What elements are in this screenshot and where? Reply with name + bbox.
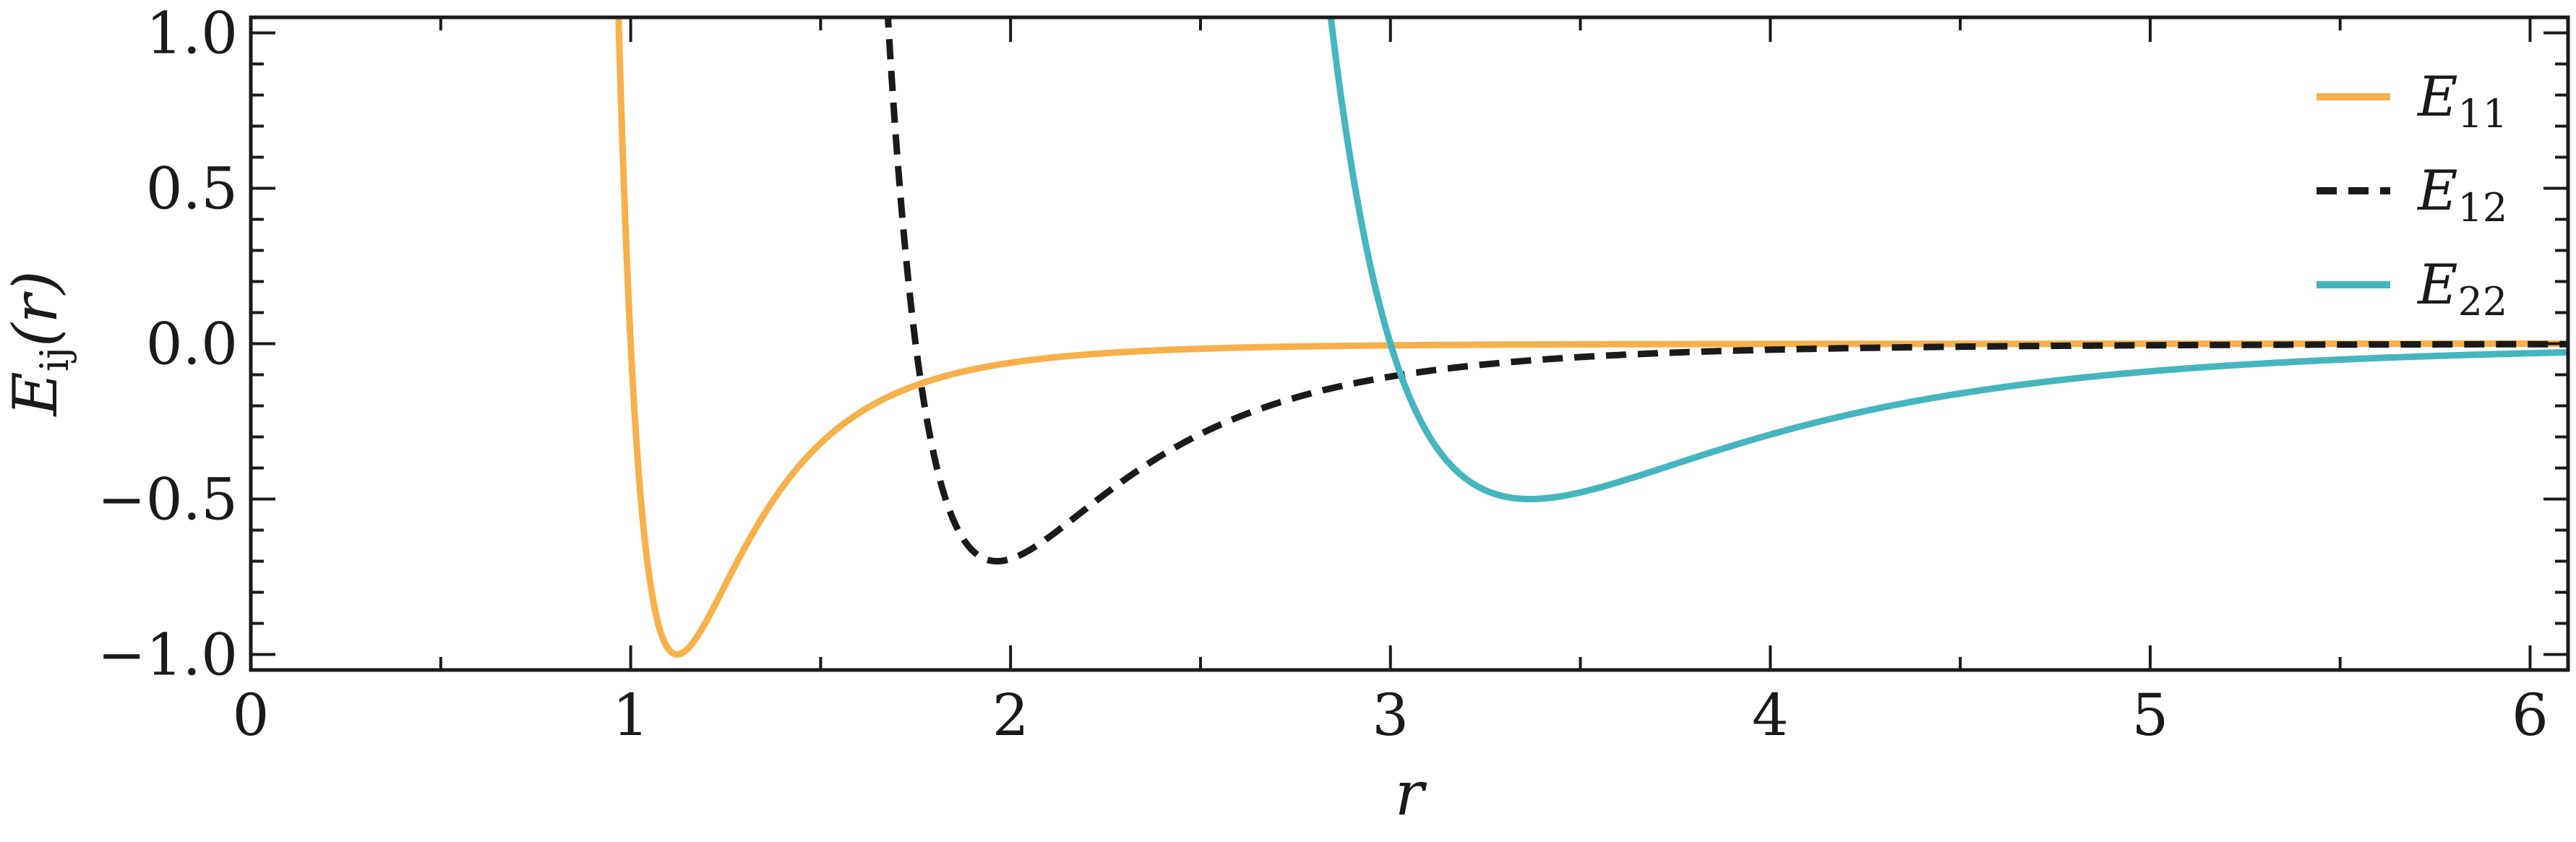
x-tick-label: 4 bbox=[1752, 682, 1789, 749]
ticks-layer bbox=[249, 17, 2568, 670]
y-axis-label-sub: ij bbox=[32, 347, 77, 371]
y-tick-label: −0.5 bbox=[98, 466, 238, 533]
y-tick-label: −1.0 bbox=[98, 622, 238, 689]
tick-label-layer: 0 1 2 3 4 5 6−1.0−0.50.00.51.0 bbox=[98, 0, 2549, 749]
y-tick-label: 0.0 bbox=[146, 311, 238, 378]
series-line-e22 bbox=[1327, 17, 2568, 502]
x-tick-label: 2 bbox=[992, 682, 1029, 749]
legend-label-sub: 12 bbox=[2457, 185, 2507, 231]
y-axis-label-suffix: (r) bbox=[0, 270, 71, 347]
legend-label-e12: E12 bbox=[2416, 158, 2507, 231]
legend-label-base: E bbox=[2416, 252, 2457, 317]
x-axis-label: r bbox=[1395, 758, 1427, 829]
x-tick-label: 5 bbox=[2131, 682, 2168, 749]
y-axis-label: Eij(r) bbox=[0, 270, 77, 417]
legend-label-base: E bbox=[2416, 64, 2457, 129]
legend-label-e11: E11 bbox=[2416, 64, 2507, 137]
x-tick-label: 0 bbox=[233, 682, 270, 749]
y-tick-label: 1.0 bbox=[146, 0, 238, 67]
x-tick-label: 6 bbox=[2512, 682, 2549, 749]
x-tick-label: 1 bbox=[612, 682, 649, 749]
legend-label-base: E bbox=[2416, 158, 2457, 223]
y-axis-label-base: E bbox=[0, 371, 71, 417]
legend-label-sub: 11 bbox=[2457, 91, 2507, 137]
series-layer bbox=[615, 17, 2568, 658]
y-tick-label: 0.5 bbox=[146, 155, 238, 223]
series-line-e11 bbox=[615, 17, 2568, 658]
x-tick-label: 3 bbox=[1372, 682, 1409, 749]
legend-label-e22: E22 bbox=[2416, 252, 2507, 325]
legend-label-sub: 22 bbox=[2457, 279, 2507, 325]
series-line-e12 bbox=[884, 17, 2568, 564]
